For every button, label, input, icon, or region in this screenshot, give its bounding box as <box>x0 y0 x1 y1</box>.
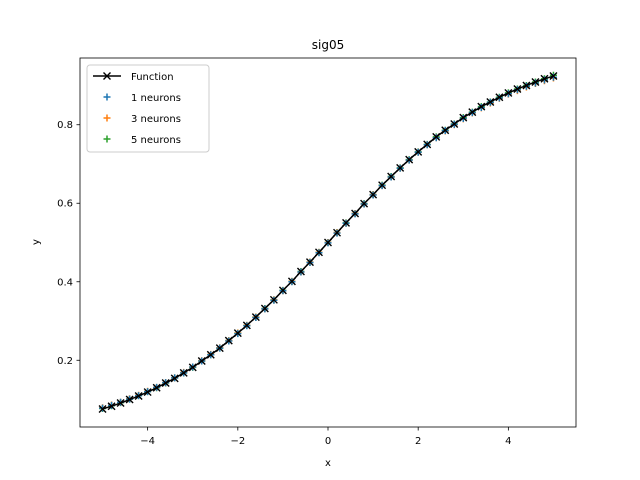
function-marker <box>513 85 522 94</box>
function-marker <box>387 172 396 181</box>
plot-marks <box>98 71 558 413</box>
series-function <box>98 72 558 413</box>
legend-label: 1 neurons <box>131 93 181 104</box>
legend-marker <box>103 72 111 80</box>
function-marker <box>206 350 215 359</box>
y-tick-label: 0.2 <box>57 356 73 367</box>
function-marker <box>495 93 504 102</box>
y-tick-label: 0.8 <box>57 120 73 131</box>
function-marker <box>477 102 486 111</box>
legend-item: Function <box>93 72 174 83</box>
function-marker <box>486 97 495 106</box>
legend-box <box>86 64 210 153</box>
function-marker <box>314 248 323 257</box>
legend-item: 3 neurons <box>103 114 181 125</box>
legend-marker <box>103 93 111 101</box>
function-marker <box>287 277 296 286</box>
function-marker <box>278 286 287 295</box>
x-tick-label: 2 <box>415 436 421 447</box>
legend-label: 3 neurons <box>131 114 181 125</box>
function-marker <box>432 132 441 141</box>
function-marker <box>360 199 369 208</box>
function-marker <box>423 140 432 149</box>
function-marker <box>333 228 342 237</box>
legend-label: Function <box>131 72 174 83</box>
y-axis-label: y <box>31 239 42 245</box>
x-tick-label: −4 <box>140 436 155 447</box>
function-marker <box>296 267 305 276</box>
function-marker <box>540 74 549 83</box>
legend-marker <box>103 114 111 122</box>
function-marker <box>224 336 233 345</box>
function-marker <box>260 304 269 313</box>
x-tick-label: 4 <box>505 436 511 447</box>
function-marker <box>459 113 468 122</box>
function-marker <box>134 391 143 400</box>
function-marker <box>305 258 314 267</box>
function-marker <box>152 383 161 392</box>
legend-item: 1 neurons <box>103 93 181 104</box>
function-marker <box>369 190 378 199</box>
function-marker <box>215 344 224 353</box>
x-axis-label: x <box>325 458 331 469</box>
function-marker <box>242 321 251 330</box>
function-marker <box>197 357 206 366</box>
function-marker <box>531 77 540 86</box>
y-tick-label: 0.4 <box>57 277 73 288</box>
function-marker <box>116 399 125 408</box>
function-marker <box>251 313 260 322</box>
function-marker <box>351 209 360 218</box>
function-marker <box>342 218 351 227</box>
function-marker <box>549 72 558 81</box>
function-marker <box>405 155 414 164</box>
function-marker <box>441 126 450 135</box>
y-tick-label: 0.6 <box>57 199 73 210</box>
function-marker <box>233 329 242 338</box>
function-marker <box>396 163 405 172</box>
legend-label: 5 neurons <box>131 135 181 146</box>
chart-title: sig05 <box>312 38 344 52</box>
function-marker <box>450 119 459 128</box>
function-marker <box>414 147 423 156</box>
function-marker <box>324 238 332 247</box>
x-tick-label: 0 <box>325 436 331 447</box>
function-marker <box>378 181 387 190</box>
function-marker <box>522 81 531 90</box>
legend-item: 5 neurons <box>103 135 181 146</box>
function-marker <box>179 368 188 377</box>
function-marker <box>188 363 197 372</box>
legend-marker <box>103 135 111 143</box>
x-tick-label: −2 <box>230 436 245 447</box>
function-marker <box>125 395 134 404</box>
function-marker <box>143 388 152 397</box>
y-axis: 0.2 0.4 0.6 0.8 <box>57 120 80 367</box>
function-marker <box>269 295 278 304</box>
x-axis: −4 −2 0 2 4 <box>140 427 512 447</box>
function-marker <box>98 404 107 413</box>
function-marker <box>161 379 170 388</box>
legend: Function 1 neurons 3 neurons 5 neurons <box>86 64 210 153</box>
function-marker <box>504 88 513 97</box>
function-marker <box>107 402 116 411</box>
function-marker <box>170 374 179 383</box>
function-marker <box>468 108 477 117</box>
